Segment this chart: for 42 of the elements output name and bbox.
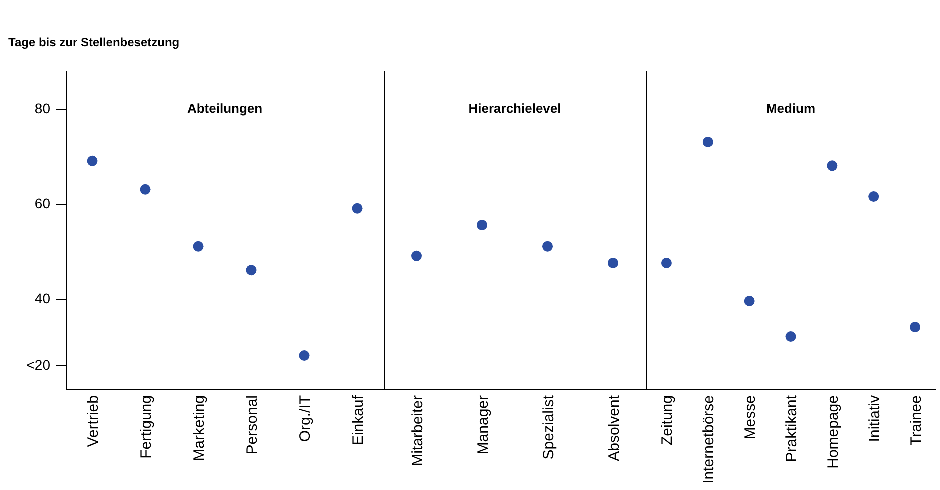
point (352, 203, 363, 214)
point (87, 156, 98, 166)
x-tick-label: Fertigung (138, 396, 155, 459)
x-tick-label: Homepage (824, 396, 842, 469)
point (140, 184, 151, 195)
point (299, 350, 310, 362)
x-tick-label: Org./IT (297, 396, 314, 442)
y-tick-label: <20 (26, 356, 51, 373)
x-tick-label: Manager (474, 395, 492, 455)
y-tick-label: 40 (34, 290, 51, 306)
x-tick-label: Vertrieb (85, 396, 102, 448)
x-tick-label: Zeitung (659, 396, 676, 446)
point (246, 265, 257, 276)
y-tick-label: 60 (34, 195, 51, 212)
x-tick-label: Einkauf (350, 394, 367, 446)
point (744, 296, 755, 306)
point (827, 160, 838, 172)
text: Hierarchielevel (468, 101, 562, 116)
point (661, 258, 672, 268)
x-tick-label: Initiativ (866, 395, 884, 442)
point (868, 192, 880, 202)
text: Abteilungen (187, 101, 263, 116)
text: Medium (766, 101, 816, 116)
x-tick-label: Praktikant (784, 394, 800, 462)
point (542, 241, 553, 252)
x-tick-label: Internetbörse (700, 396, 718, 484)
x-tick-label: Marketing (191, 396, 208, 462)
x-tick-label: Personal (244, 396, 261, 455)
point (702, 136, 714, 148)
x-tick-label: Mitarbeiter (409, 396, 426, 466)
point (786, 332, 796, 342)
point (608, 258, 618, 268)
point (412, 250, 422, 262)
x-tick-label: Messe (742, 396, 760, 440)
x-tick-label: Absolvent (606, 394, 623, 462)
point (477, 220, 488, 230)
x-tick-label: Trainee (908, 396, 925, 446)
x-tick-label: Spezialist (540, 394, 558, 460)
point (193, 241, 204, 252)
y-axis-title: Tage bis zur Stellenbesetzung (8, 36, 180, 50)
point (910, 322, 921, 333)
y-tick-label: 80 (34, 100, 51, 116)
